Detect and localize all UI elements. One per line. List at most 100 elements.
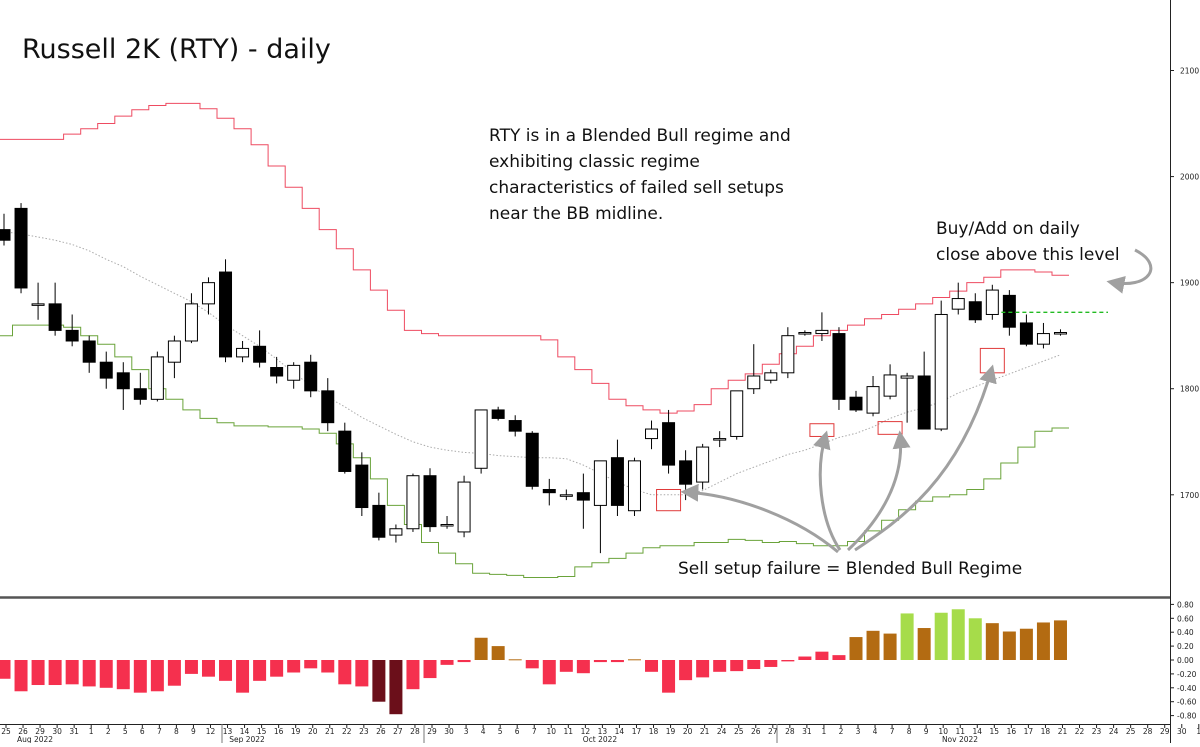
candle-body — [150, 356, 164, 400]
x-tick-label: 24 — [1109, 727, 1119, 736]
candle-body — [65, 329, 79, 342]
candle-body — [270, 367, 284, 377]
candle-body — [951, 298, 965, 310]
candle — [764, 369, 778, 384]
x-tick-label: 20 — [308, 727, 318, 736]
x-tick-label: 30 — [52, 727, 62, 736]
candle — [747, 344, 761, 395]
candle — [389, 524, 403, 543]
x-tick-label: 22 — [1075, 727, 1085, 736]
candle — [1019, 314, 1033, 347]
candle-body — [201, 282, 215, 305]
regime-note-line: characteristics of failed sell setups — [489, 178, 784, 198]
price-tick-label: 2000 — [1180, 173, 1199, 182]
osc-tick-label: 0.40 — [1177, 628, 1194, 637]
oscillator-bar — [474, 637, 488, 660]
oscillator-bar — [593, 660, 607, 663]
oscillator-bar — [849, 637, 863, 660]
buy-note-line: Buy/Add on daily — [936, 219, 1080, 239]
annotation-arrow — [813, 430, 842, 551]
candle — [270, 356, 284, 384]
candle-body — [99, 361, 113, 379]
candle — [542, 478, 556, 506]
candle — [14, 203, 28, 294]
x-tick-label: 25 — [1126, 727, 1136, 736]
x-tick-label: 1 — [89, 727, 94, 736]
x-tick-label: 15 — [257, 727, 267, 736]
candle-body — [559, 494, 573, 497]
x-tick-label: 26 — [751, 727, 761, 736]
annotation-arrow — [1106, 248, 1153, 294]
candle-body — [849, 396, 863, 411]
x-tick-label: 18 — [649, 727, 659, 736]
candle — [1053, 329, 1067, 336]
oscillator-bar — [747, 660, 761, 670]
candle-body — [679, 460, 693, 485]
oscillator-bar — [508, 659, 522, 661]
x-tick-label: 6 — [140, 727, 145, 736]
candle-body — [406, 475, 420, 530]
candle-body — [747, 375, 761, 390]
oscillator-bar — [48, 660, 62, 686]
x-tick-label: 29 — [427, 727, 437, 736]
candle-body — [491, 409, 505, 419]
oscillator-bar — [696, 660, 710, 678]
candle-body — [508, 420, 522, 432]
oscillator-bar — [440, 660, 454, 665]
x-tick-label: 14 — [615, 727, 625, 736]
x-tick-label: 27 — [768, 727, 778, 736]
candle-body — [576, 492, 590, 501]
x-tick-label: 18 — [1041, 727, 1051, 736]
highlight-boxes — [656, 347, 1005, 512]
candle — [696, 443, 710, 490]
oscillator-bar — [236, 660, 250, 693]
x-tick-label: 14 — [240, 727, 250, 736]
candle — [133, 372, 147, 405]
x-tick-label: 6 — [515, 727, 520, 736]
candle — [116, 362, 130, 410]
candle — [457, 475, 471, 538]
candle-body — [287, 364, 301, 381]
candle — [423, 468, 437, 532]
candle — [65, 314, 79, 347]
oscillator-bar — [1053, 620, 1067, 660]
oscillator-bar — [355, 660, 369, 687]
candle-body — [440, 524, 454, 527]
candle — [662, 409, 676, 474]
oscillator-bar — [219, 660, 233, 681]
candle — [713, 431, 727, 448]
candle — [832, 327, 846, 410]
x-tick-label: 21 — [325, 727, 335, 736]
regime-note: RTY is in a Blended Bull regime and exhi… — [489, 126, 791, 224]
candle — [48, 282, 62, 336]
candle-body — [1019, 322, 1033, 345]
chart-title: Russell 2K (RTY) - daily — [22, 34, 331, 65]
candle-body — [696, 446, 710, 483]
x-tick-label: 10 — [938, 727, 948, 736]
oscillator-bar — [662, 660, 676, 693]
candle — [253, 330, 267, 368]
candle-body — [815, 329, 829, 335]
candle-body — [525, 432, 539, 487]
x-tick-label: 17 — [1024, 727, 1034, 736]
x-tick-label: 2 — [106, 727, 111, 736]
oscillator-bar — [679, 660, 693, 681]
x-tick-label: 7 — [157, 727, 162, 736]
x-tick-label: 23 — [1092, 727, 1102, 736]
oscillator-bar — [764, 660, 778, 667]
regime-note-line: near the BB midline. — [489, 204, 663, 224]
oscillator-bar — [900, 613, 914, 660]
x-tick-label: 30 — [444, 727, 454, 736]
candle — [951, 282, 965, 315]
candle-body — [968, 301, 982, 321]
candle-body — [48, 303, 62, 331]
x-tick-label: 2 — [839, 727, 844, 736]
candle — [406, 473, 420, 532]
x-tick-label: 1 — [1196, 727, 1200, 736]
x-tick-label: 15 — [990, 727, 1000, 736]
candle — [849, 390, 863, 413]
oscillator-bar — [645, 660, 659, 672]
candle-body — [219, 271, 233, 358]
x-tick-label: 4 — [481, 727, 486, 736]
